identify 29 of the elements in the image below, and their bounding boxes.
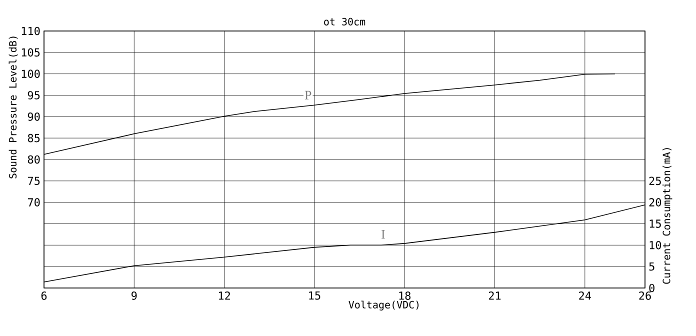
y2-tick-label: 5	[649, 262, 654, 271]
y-tick-label: 85	[28, 134, 40, 142]
x-tick-label: 21	[488, 292, 501, 300]
y2-tick-label: 15	[650, 220, 661, 228]
x-tick-label: 9	[132, 292, 137, 300]
y-tick-label: 95	[28, 91, 40, 100]
y2-tick-label: 10	[650, 241, 662, 250]
y-tick-label: 80	[28, 155, 40, 164]
y-axis-title: Sound Pressure Level(dB)	[8, 36, 18, 178]
y-tick-label: 100	[22, 70, 40, 78]
y2-axis-title: Current Consumption(mA)	[662, 148, 672, 284]
x-tick-label: 26	[639, 292, 651, 300]
y2-tick-label: 25	[649, 176, 661, 186]
y-tick-label: 105	[22, 48, 40, 57]
y-tick-label: 70	[28, 198, 40, 206]
series-label: P	[304, 90, 312, 100]
x-tick-label: 12	[219, 292, 230, 300]
y-tick-label: 110	[22, 26, 40, 36]
x-tick-label: 18	[399, 292, 411, 300]
y2-tick-label: 20	[649, 198, 662, 206]
x-tick-label: 15	[309, 292, 320, 300]
series-label: I	[382, 230, 385, 239]
y2-tick-label: 0	[649, 284, 654, 292]
x-tick-label: 24	[579, 292, 591, 300]
y-tick-label: 90	[28, 112, 40, 121]
x-axis-title: Voltage(VDC)	[348, 300, 419, 311]
x-tick-label: 6	[41, 292, 47, 300]
y-tick-label: 75	[28, 176, 40, 185]
chart-title: ot 30cm	[324, 18, 366, 26]
